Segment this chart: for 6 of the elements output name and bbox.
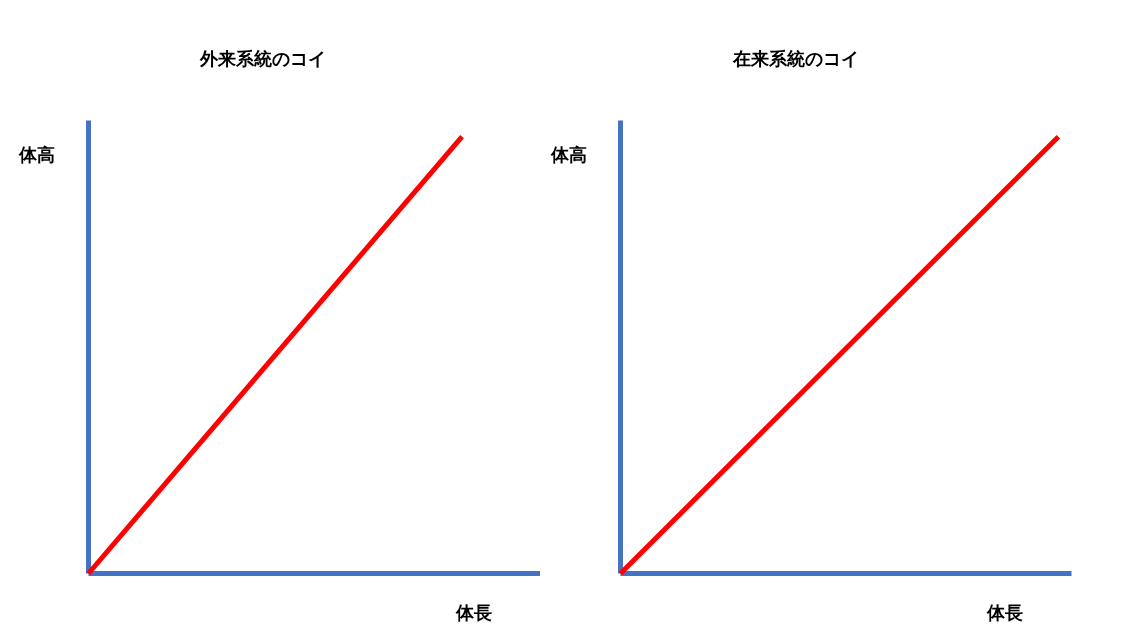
y-axis-title: 体高 [549, 143, 587, 165]
x-axis-title: 体長 [454, 601, 492, 623]
x-axis-title: 体長 [985, 601, 1023, 623]
chart-title: 外来系統のコイ [198, 47, 326, 69]
chart-title: 在来系統のコイ [731, 47, 859, 69]
y-axis-title: 体高 [17, 143, 55, 165]
